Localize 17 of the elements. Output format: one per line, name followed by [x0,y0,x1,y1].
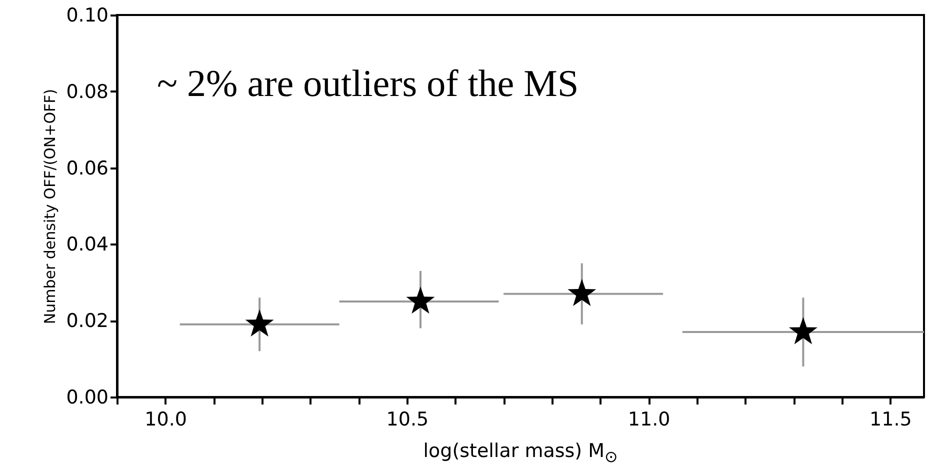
x-tick-label: 10.0 [144,408,187,430]
y-tick-label: 0.06 [66,157,108,180]
y-tick-label: 0.02 [66,310,108,332]
y-tick-label: 0.04 [66,234,108,256]
x-tick-label: 10.5 [386,408,429,430]
point [245,309,274,337]
x-tick-label: 11.0 [628,408,670,430]
point [406,286,435,314]
y-tick-label: 0.08 [66,80,108,103]
y-axis-title: Number density OFF/(ON+OFF) [41,88,60,324]
x-axis-title: log(stellar mass) M$_{⊙}$ [422,440,619,466]
y-tick-label: 0.10 [66,4,108,26]
x-tick-label: 11.5 [870,408,912,430]
y-tick-label: 0.00 [66,386,108,408]
annotation: ~ 2% are outliers of the MS [157,63,579,105]
point [788,317,818,344]
point [568,278,596,306]
